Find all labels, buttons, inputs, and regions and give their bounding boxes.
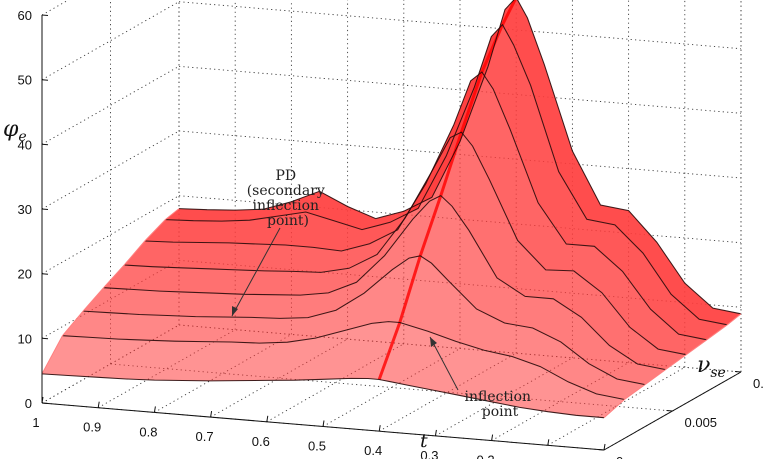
x-tick-label-5: 0.5 (308, 439, 326, 454)
x-tick-7 (434, 429, 437, 436)
z-tick-label-1: 10 (18, 331, 32, 346)
surface-curve-3 (103, 194, 666, 371)
surface-strip-4 (124, 72, 707, 355)
x-tick-6 (378, 425, 381, 432)
surface-curve-5 (144, 71, 707, 341)
pd-arrow (231, 227, 281, 317)
pd-line-1: PD (275, 168, 296, 184)
x-tick-2 (153, 406, 156, 413)
axes: 0 10 20 30 40 50 60 1 0.9 0.8 0.7 0.6 0.5 0.4 0.3 0.2 0.… (18, 8, 764, 459)
y-tick-0 (597, 449, 605, 451)
x-tick-label-3: 0.7 (196, 429, 214, 444)
inflection-line-2: point (482, 404, 519, 420)
x-tick-1 (97, 401, 100, 408)
z-tick-label-3: 30 (18, 202, 32, 217)
surface-edge-right (603, 313, 742, 419)
z-tick-0 (41, 402, 49, 404)
x-tick-label-2: 0.8 (139, 424, 157, 439)
x-tick-4 (266, 415, 269, 422)
z-axis-symbol: φ (3, 117, 19, 142)
x-tick-3 (210, 411, 213, 418)
x-tick-label-4: 0.6 (252, 434, 270, 449)
pd-line-4: point) (267, 213, 309, 229)
y-tick-label-2: 0.01 (753, 376, 764, 391)
svg-text:inflection point: inflection point (465, 389, 536, 420)
pd-line-2: (secondary (247, 183, 325, 199)
x-tick-label-6: 0.4 (364, 443, 382, 458)
y-tick-label-0: 0 (616, 454, 623, 459)
surface-strip-2 (83, 195, 666, 385)
grid-line-left-z-5 (41, 1, 180, 81)
x-tick-10 (603, 443, 606, 451)
x-tick-8 (491, 434, 494, 441)
z-tick-label-6: 60 (18, 8, 32, 23)
surface-edge-left (41, 208, 180, 375)
z-tick-1 (41, 337, 49, 340)
svg-text:PD (secondary infl: PD (secondary inflection point) (247, 168, 330, 229)
inflection-annotation: inflection point (429, 336, 536, 420)
x-tick-0 (41, 396, 44, 404)
pd-line-3: inflection (253, 198, 320, 214)
x-tick-label-0: 1 (32, 415, 39, 430)
surface-curve-2 (83, 255, 646, 386)
z-tick-label-2: 20 (18, 267, 32, 282)
z-tick-label-0: 0 (25, 396, 32, 411)
z-tick-3 (41, 208, 49, 210)
surface-strip-6 (165, 0, 741, 325)
y-axis-label: νse (697, 353, 726, 381)
z-tick-5 (41, 79, 49, 81)
z-tick-label-5: 50 (18, 73, 32, 88)
surface-strip-3 (103, 132, 687, 370)
x-tick-5 (322, 420, 325, 427)
surface-curve-7 (178, 0, 742, 315)
surface-ridge (377, 0, 517, 381)
x-tick-label-9: 0.1 (533, 457, 551, 459)
grid-line-back-z-4 (178, 65, 742, 114)
x-tick-9 (547, 439, 550, 446)
z-axis-subscript: e (18, 129, 26, 145)
y-axis-subscript: se (710, 365, 725, 381)
z-axis-label: φe (3, 117, 27, 145)
z-tick-label-4: 40 (18, 137, 32, 152)
inflection-line-1: inflection (465, 389, 532, 405)
z-tick-6 (41, 14, 49, 16)
x-tick-label-7: 0.3 (420, 448, 438, 459)
surface-strip-0 (42, 321, 625, 418)
x-axis-label: t (420, 430, 428, 452)
surface-strip-5 (144, 24, 728, 340)
pd-arrowhead (232, 306, 238, 316)
y-tick-1 (666, 410, 673, 412)
z-tick-2 (41, 273, 49, 275)
y-tick-2 (734, 371, 742, 373)
inflection-arrow (429, 336, 459, 391)
surface-curve-1 (62, 321, 625, 401)
grid-line-floor-nu-1 (110, 363, 673, 412)
y-axis-symbol: ν (697, 353, 710, 378)
surface-curve-0 (41, 373, 605, 419)
x-axis-symbol: t (420, 430, 428, 452)
surface (41, 0, 742, 419)
grid-line-back-z-5 (178, 1, 742, 50)
y-tick-label-1: 0.005 (685, 415, 718, 430)
surface-curve-6 (165, 23, 728, 326)
x-tick-label-1: 0.9 (83, 420, 101, 435)
inflection-arrowhead (430, 337, 437, 347)
pd-annotation: PD (secondary inflection point) (231, 168, 330, 317)
x-tick-label-8: 0.2 (477, 453, 495, 459)
z-tick-4 (41, 143, 49, 146)
